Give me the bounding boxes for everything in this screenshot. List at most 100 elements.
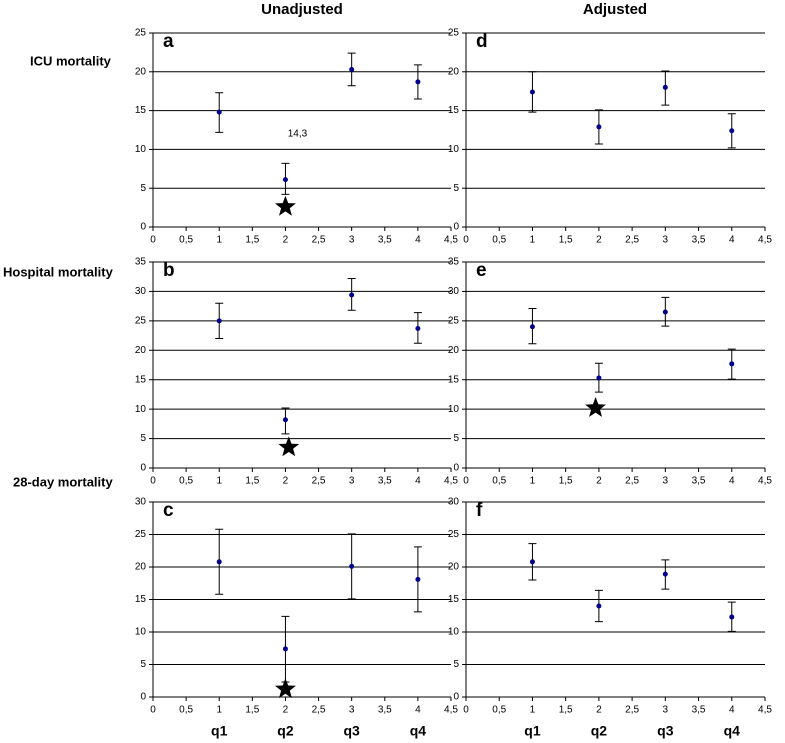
point	[596, 603, 602, 609]
x-tick-label: 2	[283, 476, 289, 487]
panel-label: d	[476, 31, 488, 52]
point	[415, 576, 421, 582]
y-tick-label: 0	[453, 222, 459, 233]
point	[415, 326, 421, 332]
y-tick-label: 35	[135, 257, 147, 268]
x-tick-label: 0,5	[492, 476, 506, 487]
x-tick-label: 2	[596, 235, 602, 246]
x-tick-label: 3,5	[378, 235, 392, 246]
quartile-label: q3	[657, 723, 674, 739]
point	[216, 318, 222, 324]
y-tick-label: 10	[448, 144, 460, 155]
y-tick-label: 5	[453, 659, 459, 670]
y-tick-label: 35	[448, 257, 460, 268]
x-tick-label: 3,5	[692, 235, 706, 246]
x-tick-label: 4,5	[444, 235, 458, 246]
point	[282, 646, 288, 652]
point	[729, 128, 735, 134]
x-tick-label: 2,5	[625, 705, 639, 716]
panel-label: f	[476, 500, 483, 521]
x-tick-label: 3	[349, 705, 355, 716]
x-tick-label: 1	[530, 705, 536, 716]
x-tick-label: 1	[530, 476, 536, 487]
point	[729, 361, 735, 367]
point	[729, 614, 735, 620]
y-tick-label: 10	[448, 404, 460, 415]
x-tick-label: 0,5	[492, 235, 506, 246]
y-tick-label: 5	[453, 183, 459, 194]
y-tick-label: 20	[448, 562, 460, 573]
point	[349, 292, 355, 298]
x-tick-label: 2,5	[312, 705, 326, 716]
point	[529, 559, 535, 565]
y-tick-label: 30	[135, 497, 147, 508]
x-tick-label: 2	[283, 705, 289, 716]
y-tick-label: 15	[135, 105, 147, 116]
column-title: Unadjusted	[261, 1, 343, 18]
point	[662, 571, 668, 577]
x-tick-label: 3	[663, 476, 669, 487]
point	[216, 559, 222, 565]
x-tick-label: 4	[729, 476, 735, 487]
y-tick-label: 0	[140, 222, 146, 233]
panel-label: c	[163, 500, 174, 521]
row-title: 28-day mortality	[13, 474, 113, 489]
x-tick-label: 4,5	[758, 235, 772, 246]
y-tick-label: 25	[135, 315, 147, 326]
y-tick-label: 25	[135, 529, 147, 540]
x-tick-label: 3	[349, 476, 355, 487]
panel-label: e	[476, 260, 487, 281]
x-tick-label: 1	[530, 235, 536, 246]
x-tick-label: 4	[415, 705, 421, 716]
y-tick-label: 5	[140, 659, 146, 670]
x-tick-label: 2,5	[625, 476, 639, 487]
quartile-label: q2	[277, 723, 294, 739]
x-tick-label: 1,5	[245, 476, 259, 487]
y-tick-label: 15	[448, 374, 460, 385]
x-tick-label: 2,5	[312, 476, 326, 487]
x-tick-label: 4	[415, 235, 421, 246]
quartile-label: q3	[343, 723, 360, 739]
x-tick-label: 1,5	[559, 235, 573, 246]
x-tick-label: 2	[596, 476, 602, 487]
x-tick-label: 0	[463, 235, 469, 246]
panel-label: a	[163, 31, 174, 52]
point	[216, 109, 222, 115]
quartile-label: q4	[724, 723, 741, 739]
y-tick-label: 20	[448, 345, 460, 356]
point	[529, 324, 535, 330]
y-tick-label: 30	[135, 286, 147, 297]
y-tick-label: 0	[453, 463, 459, 474]
y-tick-label: 15	[448, 594, 460, 605]
point	[415, 79, 421, 85]
x-tick-label: 1,5	[245, 705, 259, 716]
quartile-label: q2	[591, 723, 608, 739]
x-tick-label: 4	[729, 235, 735, 246]
column-title: Adjusted	[583, 1, 647, 18]
x-tick-label: 4,5	[758, 705, 772, 716]
annotation: 14,3	[288, 129, 308, 140]
y-tick-label: 30	[448, 497, 460, 508]
x-tick-label: 3	[349, 235, 355, 246]
x-tick-label: 4	[415, 476, 421, 487]
point	[282, 417, 288, 423]
x-tick-label: 1	[216, 235, 222, 246]
star-marker	[585, 397, 606, 417]
point	[349, 563, 355, 569]
y-tick-label: 10	[135, 404, 147, 415]
point	[529, 89, 535, 95]
point	[596, 124, 602, 130]
x-tick-label: 0	[463, 705, 469, 716]
y-tick-label: 0	[453, 692, 459, 703]
x-tick-label: 0	[150, 705, 156, 716]
x-tick-label: 3,5	[378, 705, 392, 716]
y-tick-label: 5	[453, 433, 459, 444]
quartile-label: q1	[211, 723, 228, 739]
x-tick-label: 2,5	[625, 235, 639, 246]
point	[662, 309, 668, 315]
y-tick-label: 15	[135, 374, 147, 385]
x-tick-label: 3,5	[692, 705, 706, 716]
x-tick-label: 1,5	[559, 476, 573, 487]
x-tick-label: 0	[150, 476, 156, 487]
